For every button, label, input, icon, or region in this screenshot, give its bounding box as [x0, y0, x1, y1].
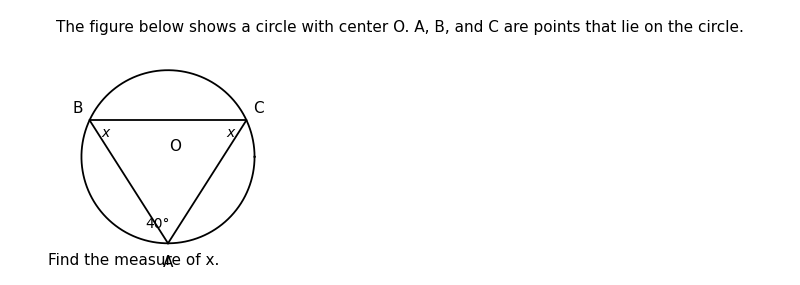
- Text: A: A: [163, 255, 173, 270]
- Text: The figure below shows a circle with center O. A, B, and C are points that lie o: The figure below shows a circle with cen…: [56, 20, 744, 35]
- Text: C: C: [254, 101, 264, 116]
- Text: O: O: [169, 139, 181, 154]
- Text: x: x: [101, 126, 110, 140]
- Text: B: B: [72, 101, 82, 116]
- Text: x: x: [226, 126, 235, 140]
- Text: 40°: 40°: [146, 217, 170, 231]
- Text: Find the measure of x.: Find the measure of x.: [48, 253, 219, 268]
